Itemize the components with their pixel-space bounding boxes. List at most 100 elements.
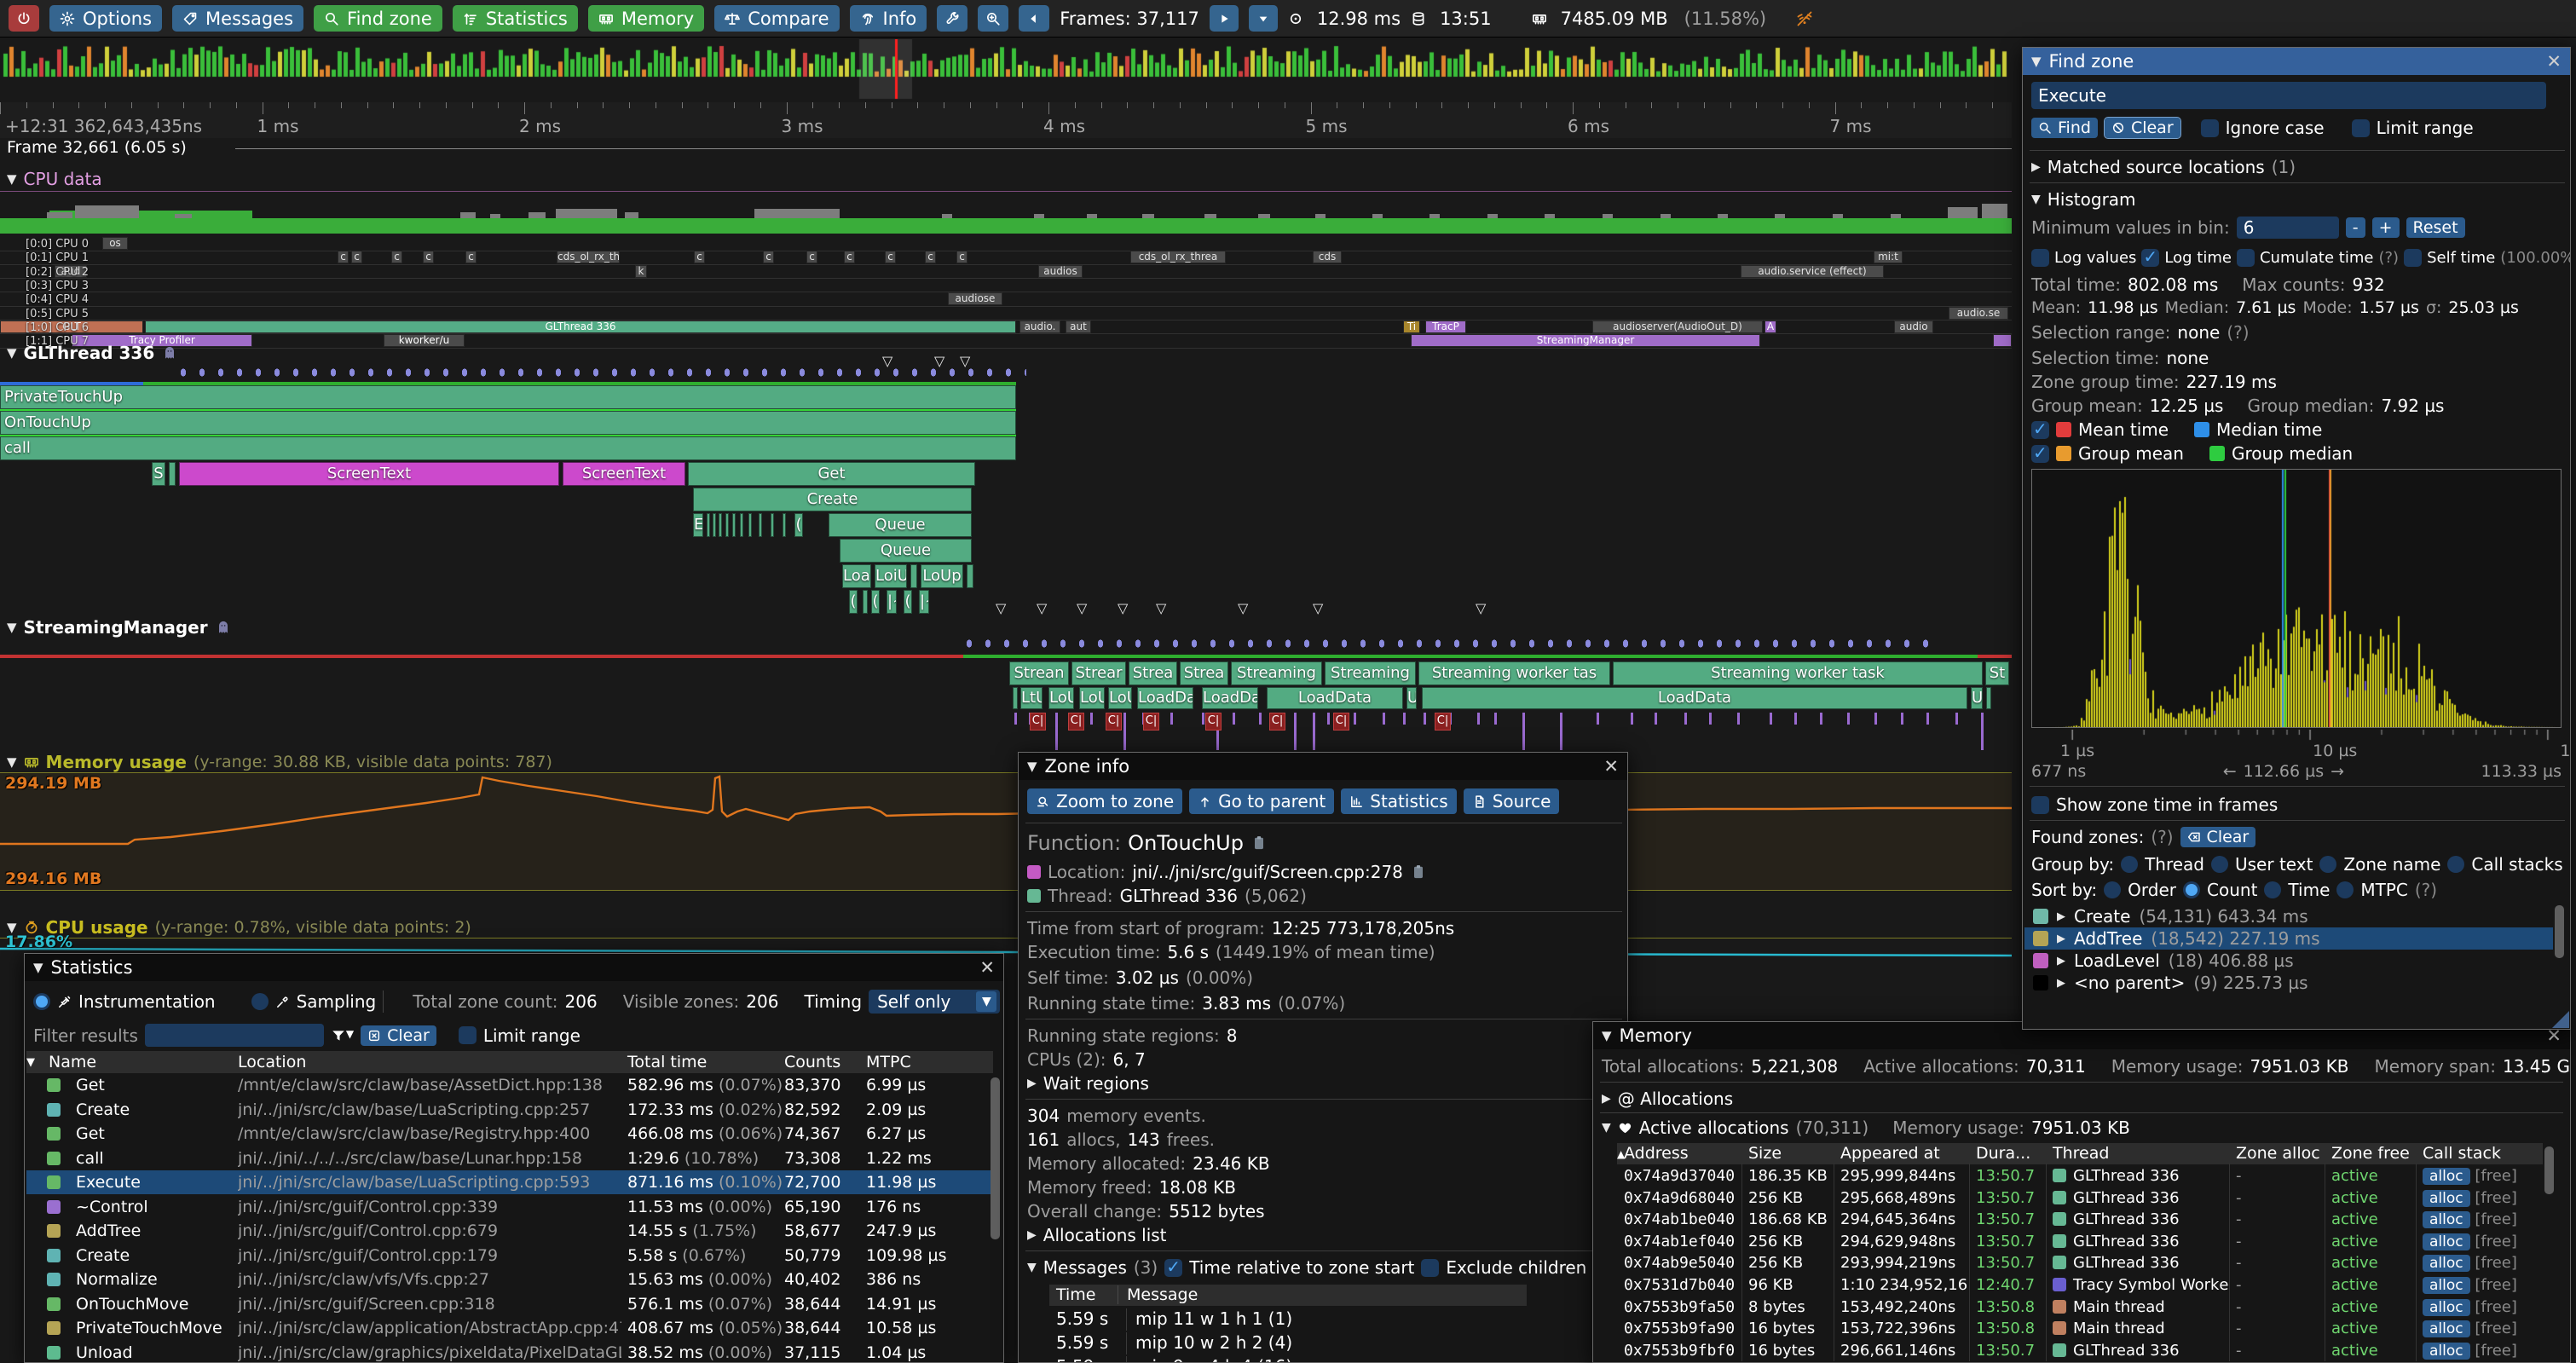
alloc-callstack-button[interactable]: alloc xyxy=(2423,1298,2470,1316)
cpu-timeline-block[interactable] xyxy=(1993,334,2012,348)
crash-mark[interactable]: C| xyxy=(1106,713,1122,731)
crash-mark[interactable]: C| xyxy=(1205,713,1222,731)
cpu-timeline-block[interactable]: c xyxy=(465,251,477,264)
tools-button[interactable] xyxy=(937,5,968,32)
memory-table-row[interactable]: 0x7553b9fa50 8 bytes 153,492,240ns 13:50.8 M… xyxy=(1624,1297,2517,1316)
timeline-zone[interactable]: Streaming xyxy=(1231,661,1322,685)
collapse-arrow-icon[interactable]: ▶ xyxy=(2057,932,2065,945)
column-header[interactable]: Call stack xyxy=(2423,1144,2501,1163)
crash-mark[interactable]: C| xyxy=(1435,713,1451,731)
column-header[interactable]: Zone alloc xyxy=(2236,1144,2320,1163)
info-button[interactable]: Info xyxy=(849,5,927,32)
timeline-zone[interactable] xyxy=(771,513,774,537)
timeline-zone[interactable]: ScreenText xyxy=(179,462,559,486)
cpu-timeline-block[interactable]: audio xyxy=(1894,320,1933,333)
collapse-arrow-icon[interactable]: ▶ xyxy=(2057,976,2065,990)
find-button[interactable]: Find xyxy=(2031,118,2098,138)
timeline-zone[interactable]: |~ xyxy=(887,590,897,614)
wait-regions-toggle[interactable]: ▶ Wait regions xyxy=(1027,1073,1149,1094)
compare-button[interactable]: Compare xyxy=(714,5,840,32)
frame-label[interactable]: Frame 32,661 (6.05 s) xyxy=(7,138,187,157)
memory-table-row[interactable]: 0x7553b9fa90 16 bytes 153,722,396ns 13:50.8… xyxy=(1624,1320,2517,1338)
cpu-timeline-block[interactable]: c xyxy=(806,251,817,264)
statistics-button[interactable]: Statistics xyxy=(1341,788,1457,814)
alloc-callstack-button[interactable]: alloc xyxy=(2423,1277,2470,1294)
timeline-zone[interactable] xyxy=(1013,687,1018,709)
alloc-callstack-button[interactable]: alloc xyxy=(2423,1255,2470,1273)
sampling-radio[interactable] xyxy=(251,993,269,1010)
close-icon[interactable]: ✕ xyxy=(2546,1025,2562,1046)
crash-mark[interactable]: C| xyxy=(1068,713,1084,731)
stats-table-row[interactable]: AddTree jni/../jni/src/guif/Control.cpp:6… xyxy=(26,1219,993,1243)
memory-button[interactable]: Memory xyxy=(587,5,705,32)
timeline-zone[interactable]: ( xyxy=(871,590,880,614)
timeline-zone[interactable] xyxy=(740,513,743,537)
filter-clear-button[interactable]: Clear xyxy=(361,1025,436,1046)
column-header[interactable]: Counts xyxy=(784,1053,841,1071)
timeline-zone[interactable]: Queue xyxy=(840,539,972,563)
column-header[interactable]: Size xyxy=(1748,1144,1782,1163)
alloc-callstack-button[interactable]: alloc xyxy=(2423,1233,2470,1250)
cpu-timeline-block[interactable]: cds xyxy=(1313,251,1342,264)
copy-clipboard-icon[interactable] xyxy=(1410,863,1427,881)
timeline-zone[interactable] xyxy=(748,513,752,537)
cpu-timeline-block[interactable]: aut xyxy=(1066,320,1091,333)
cpu-timeline-block[interactable]: Ti xyxy=(1403,320,1420,333)
radio-call-stacks[interactable] xyxy=(2447,856,2465,873)
find-clear-button[interactable]: Clear xyxy=(2103,117,2181,139)
memory-plot-area[interactable] xyxy=(0,773,2012,890)
timeline-zone[interactable]: LoadData xyxy=(1267,687,1403,709)
cpu-timeline-block[interactable]: audios xyxy=(1038,264,1083,278)
time-relative-checkbox[interactable] xyxy=(1164,1256,1183,1277)
memory-table-row[interactable]: 0x74ab9e5040 256 KB 293,994,219ns 13:50.7 GL… xyxy=(1624,1254,2517,1273)
fz-limit-range-checkbox[interactable] xyxy=(2351,118,2370,137)
power-button[interactable] xyxy=(9,5,39,32)
timeline-zone[interactable]: Strea xyxy=(1129,661,1177,685)
timeline-zone[interactable]: LoU xyxy=(1079,687,1105,709)
frame-marker-icon[interactable]: ▽ xyxy=(1476,600,1487,616)
crash-mark[interactable]: C| xyxy=(1030,713,1046,731)
timeline-zone[interactable] xyxy=(759,513,762,537)
timeline-zone[interactable] xyxy=(967,564,973,588)
column-header[interactable]: MTPC xyxy=(866,1053,911,1071)
messages-table-header[interactable]: Time Message xyxy=(1049,1285,1527,1306)
ignore-case-checkbox[interactable] xyxy=(2200,118,2219,137)
timeline-zone[interactable] xyxy=(732,513,736,537)
timeline-zone[interactable]: U xyxy=(1971,687,1983,709)
cpu-timeline-block[interactable]: c xyxy=(844,251,855,264)
column-header[interactable]: Total time xyxy=(627,1053,708,1071)
zone-location[interactable]: jni/../jni/src/guif/Screen.cpp:278 xyxy=(1132,862,1403,882)
cpu-timeline-block[interactable]: TracP xyxy=(1425,320,1466,333)
timeline-zone[interactable]: LoadData xyxy=(1422,687,1967,709)
alloc-callstack-button[interactable]: alloc xyxy=(2423,1211,2470,1229)
timeline-zone[interactable]: LoU xyxy=(1048,687,1074,709)
timeline-zone[interactable]: Strear xyxy=(1071,661,1126,685)
collapse-arrow-icon[interactable]: ▼ xyxy=(7,171,17,187)
timeline-zone[interactable] xyxy=(783,513,786,537)
timeline-zone[interactable]: LoadDaU xyxy=(1202,687,1258,709)
show-zone-time-checkbox[interactable] xyxy=(2031,795,2049,814)
self-time-checkbox[interactable] xyxy=(2404,249,2423,267)
column-header[interactable]: Thread xyxy=(2053,1144,2110,1163)
histogram-plot[interactable] xyxy=(2031,469,2562,728)
timing-combo[interactable]: Self only ▼ xyxy=(869,990,1001,1014)
cpu-timeline-block[interactable]: cds_ol_rx_thr xyxy=(557,251,620,264)
timeline-zone[interactable]: LoiUp xyxy=(875,564,907,588)
active-allocations-row[interactable]: ▼ Active allocations (70,311) Memory usa… xyxy=(1602,1118,2130,1138)
frame-marker-icon[interactable]: ▽ xyxy=(1156,600,1167,616)
time-ruler[interactable] xyxy=(0,102,2012,138)
cpu-timeline-block[interactable]: GLT xyxy=(0,320,143,333)
timeline-zone[interactable]: ScreenText xyxy=(563,462,685,486)
cpu-timeline-block[interactable]: c xyxy=(391,251,402,264)
stats-limit-range-checkbox[interactable] xyxy=(458,1026,477,1044)
find-zone-titlebar[interactable]: ▼ Find zone ✕ xyxy=(2023,48,2570,75)
go-to-parent-button[interactable]: Go to parent xyxy=(1189,788,1335,814)
column-header[interactable]: Location xyxy=(238,1053,307,1071)
message-row[interactable]: 5.59 s mip 11 w 1 h 1 (1) xyxy=(1056,1308,1293,1331)
cpu-data-header[interactable]: ▼ CPU data xyxy=(7,169,102,189)
group-mean-median-checkbox[interactable] xyxy=(2031,442,2049,463)
cpu-plot-header[interactable]: ▼ CPU usage (y-range: 0.78%, visible dat… xyxy=(7,917,471,938)
find-zone-button[interactable]: Find zone xyxy=(314,5,442,32)
column-header[interactable]: Address xyxy=(1624,1144,1689,1163)
stats-table-row[interactable]: call jni/../jni/../../../src/claw/base/Lu… xyxy=(26,1146,993,1170)
